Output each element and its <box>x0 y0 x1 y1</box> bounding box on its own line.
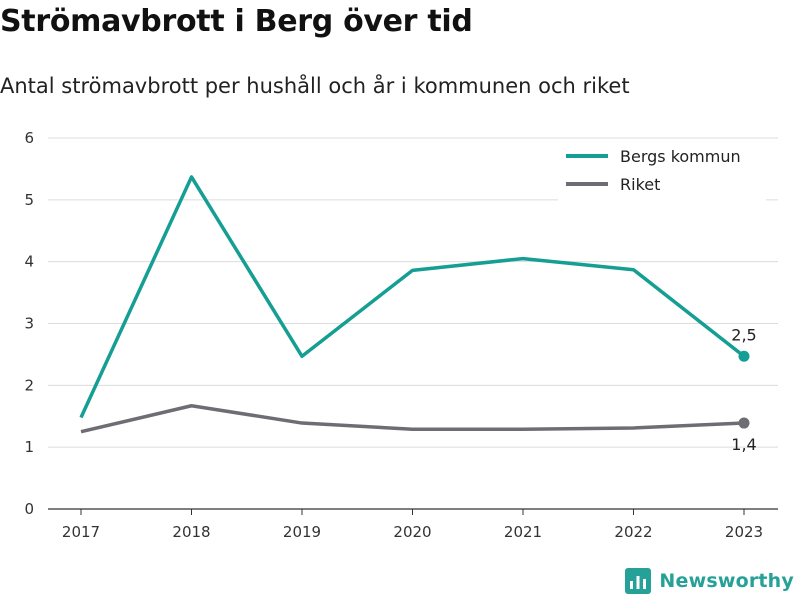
legend-label: Bergs kommun <box>620 147 741 166</box>
newsworthy-logo: Newsworthy <box>625 568 794 594</box>
x-tick-label: 2017 <box>62 523 100 541</box>
y-tick-label: 1 <box>24 438 34 456</box>
legend-label: Riket <box>620 175 660 194</box>
end-data-label: 1,4 <box>731 435 756 454</box>
x-tick-label: 2018 <box>172 523 210 541</box>
brand-name: Newsworthy <box>659 570 794 592</box>
newsworthy-logo-icon <box>625 568 652 594</box>
series-end-point <box>738 350 750 362</box>
legend: Bergs kommun Riket <box>558 140 766 202</box>
chart-subtitle: Antal strömavbrott per hushåll och år i … <box>0 74 630 98</box>
end-data-label: 2,5 <box>731 325 756 344</box>
y-tick-label: 5 <box>24 191 34 209</box>
x-tick-label: 2022 <box>614 523 652 541</box>
chart-title: Strömavbrott i Berg över tid <box>0 4 473 39</box>
x-tick-label: 2023 <box>725 523 763 541</box>
legend-box <box>558 140 766 202</box>
x-tick-label: 2020 <box>393 523 431 541</box>
series-end-point <box>738 417 750 429</box>
series-line-bergs-kommun <box>79 175 746 419</box>
series-line-riket <box>80 403 745 434</box>
y-tick-label: 3 <box>24 315 34 333</box>
x-tick-label: 2021 <box>504 523 542 541</box>
x-tick-label: 2019 <box>283 523 321 541</box>
y-tick-label: 6 <box>24 129 34 147</box>
y-tick-label: 2 <box>24 376 34 394</box>
y-tick-label: 4 <box>24 253 34 271</box>
y-tick-label: 0 <box>24 500 34 518</box>
